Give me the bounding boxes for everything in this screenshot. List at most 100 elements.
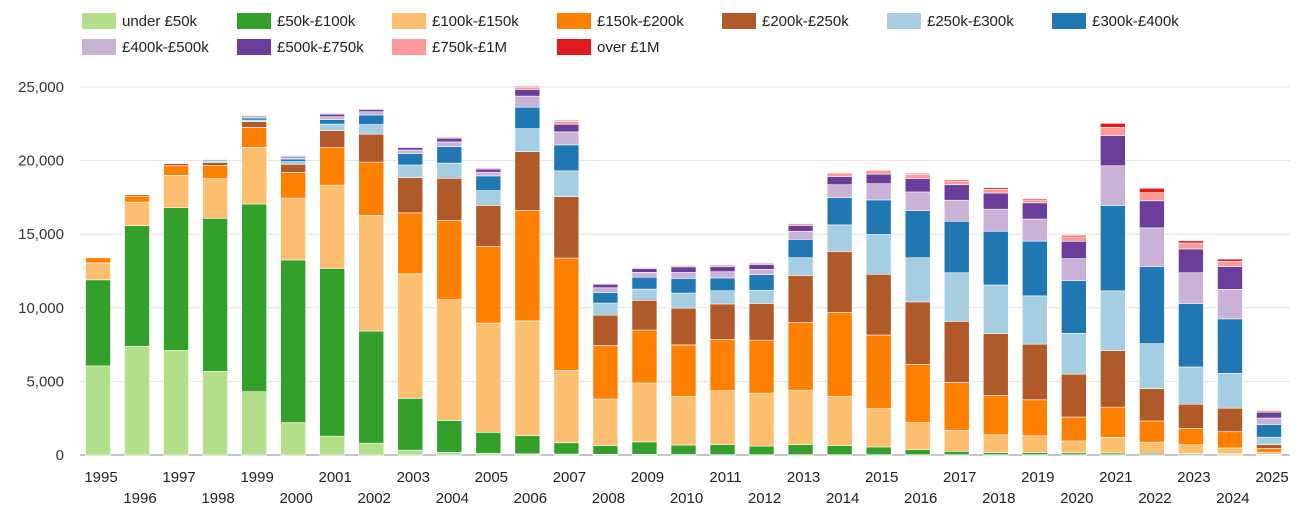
bar-segment [1139, 200, 1165, 229]
bar-segment [1061, 373, 1087, 418]
bar-segment [358, 114, 385, 125]
bar-segment [826, 445, 853, 456]
legend-item[interactable]: £750k-£1M [392, 39, 557, 56]
bar-segment [787, 389, 814, 445]
bar-stack-2013 [787, 222, 814, 456]
bar-segment [748, 269, 775, 275]
bar-segment [553, 123, 580, 133]
bar-segment [553, 131, 580, 146]
bar-segment [436, 452, 463, 456]
bar-stack-2025 [1256, 409, 1282, 456]
bar-segment [397, 212, 424, 275]
bar-segment [241, 203, 267, 393]
bar-segment [319, 113, 346, 118]
legend-row: £400k-£500k £500k-£750k £750k-£1M over £1M [82, 34, 1302, 60]
bar-stack-2008 [592, 282, 619, 456]
bar-stack-2007 [553, 120, 580, 456]
bar-segment [163, 207, 189, 351]
legend-swatch [557, 39, 591, 55]
legend-item[interactable]: £50k-£100k [237, 13, 392, 30]
bar-segment [475, 190, 502, 206]
bar-segment [358, 442, 385, 456]
bar-segment [1139, 388, 1165, 422]
bar-segment [865, 234, 892, 275]
x-tick-label: 2017 [943, 469, 976, 486]
bar-segment [475, 322, 502, 433]
bar-segment [358, 124, 385, 135]
bar-segment [1061, 280, 1087, 334]
bar-segment [1139, 343, 1165, 389]
bar-segment [631, 288, 658, 301]
bar-segment [1139, 227, 1165, 267]
bar-segment [865, 408, 892, 448]
bar-segment [670, 344, 697, 397]
bar-segment [124, 225, 150, 347]
bar-segment [1217, 318, 1243, 374]
bar-segment [670, 307, 697, 346]
bar-stack-2012 [748, 262, 775, 456]
bar-segment [631, 441, 658, 455]
bar-segment [1139, 420, 1165, 443]
x-tick-label: 1998 [201, 490, 234, 507]
bar-segment [280, 259, 306, 423]
legend-label: £300k-£400k [1092, 12, 1179, 30]
bar-segment [787, 322, 814, 391]
bar-segment [553, 442, 580, 455]
bar-segment [982, 208, 1009, 232]
bar-segment [163, 165, 189, 176]
legend-item[interactable]: £150k-£200k [557, 13, 722, 30]
bar-segment [1021, 435, 1048, 453]
bar-segment [748, 290, 775, 304]
bar-segment [943, 382, 970, 431]
legend-label: £100k-£150k [432, 12, 519, 30]
bar-segment [748, 303, 775, 341]
bar-segment [1100, 350, 1126, 408]
bar-segment [319, 184, 346, 269]
bar-segment [592, 287, 619, 293]
bar-segment [202, 178, 228, 219]
bar-segment [514, 106, 541, 129]
legend-swatch [392, 13, 426, 29]
bar-segment [1256, 417, 1282, 425]
legend-item[interactable]: £300k-£400k [1052, 13, 1222, 30]
legend-item[interactable]: £200k-£250k [722, 13, 887, 30]
bar-segment [1178, 248, 1204, 274]
bar-segment [787, 230, 814, 240]
bar-segment [826, 197, 853, 226]
bar-segment [865, 173, 892, 185]
bar-segment [865, 273, 892, 336]
legend-item[interactable]: over £1M [557, 39, 722, 56]
bar-stack-2023 [1178, 240, 1204, 456]
bar-segment [397, 273, 424, 399]
bar-segment [982, 452, 1009, 456]
x-tick-label: 2024 [1216, 490, 1249, 507]
legend-item[interactable]: £250k-£300k [887, 13, 1052, 30]
legend-item[interactable]: under £50k [82, 13, 237, 30]
bar-segment [787, 239, 814, 259]
bar-segment [787, 275, 814, 323]
bar-segment [631, 276, 658, 290]
bar-segment [1178, 242, 1204, 250]
bar-segment [358, 330, 385, 444]
bar-segment [904, 422, 931, 450]
x-tick-label: 2005 [475, 469, 508, 486]
bar-stack-2019 [1021, 198, 1048, 456]
bar-segment [1139, 187, 1165, 193]
bar-segment [748, 264, 775, 270]
bar-stack-1998 [202, 157, 228, 456]
x-tick-label: 2007 [553, 469, 586, 486]
x-tick-label: 2019 [1021, 469, 1054, 486]
bar-segment [592, 283, 619, 289]
legend-item[interactable]: £500k-£750k [237, 39, 392, 56]
bar-segment [982, 189, 1009, 194]
bar-segment [514, 128, 541, 152]
legend-label: £200k-£250k [762, 12, 849, 30]
legend-item[interactable]: £100k-£150k [392, 13, 557, 30]
bar-segment [475, 432, 502, 454]
x-axis: 1995 1996 1997 1998 1999 2000 2001 2002 2003 2004… [84, 469, 1288, 507]
bar-segment [709, 271, 736, 279]
bar-stack-2003 [397, 146, 424, 456]
legend-item[interactable]: £400k-£500k [82, 39, 237, 56]
bar-segment [943, 220, 970, 274]
bar-segment [982, 187, 1009, 190]
